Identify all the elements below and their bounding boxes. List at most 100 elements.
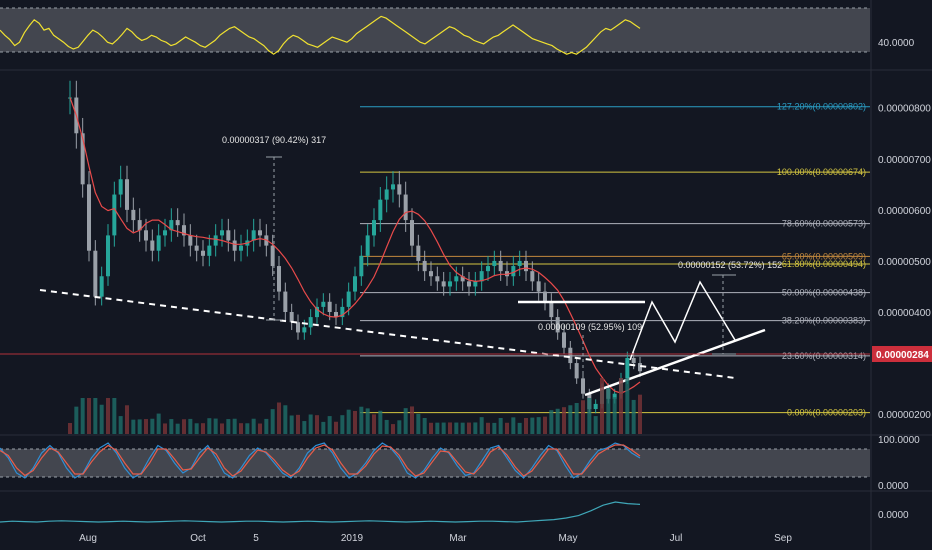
volume-bar: [302, 421, 307, 434]
candle-body: [448, 281, 452, 287]
volume-bar: [372, 414, 376, 434]
time-tick-label: Aug: [79, 533, 97, 544]
candle-body: [327, 301, 332, 312]
fib-level-label: 50.00%(0.00000438): [782, 288, 866, 298]
candle-body: [175, 220, 180, 226]
time-tick-label: Oct: [190, 533, 206, 544]
volume-bar: [505, 422, 509, 434]
time-tick-label: 2019: [341, 533, 364, 544]
last-price-badge: [872, 346, 932, 362]
volume-bar: [289, 415, 294, 434]
volume-bar: [163, 423, 167, 434]
indicator-pane: 0.0000: [0, 501, 909, 523]
volume-bar: [308, 414, 313, 434]
price-tick-label: 0.00000500: [878, 257, 931, 268]
stoch-d-line: [0, 444, 641, 477]
candle-body: [188, 235, 193, 246]
candle-body: [416, 245, 421, 261]
volume-bar: [150, 418, 155, 434]
time-tick-label: Mar: [449, 533, 467, 544]
candle-body: [467, 281, 471, 287]
time-tick-label: Sep: [774, 533, 792, 544]
volume-bar: [74, 406, 79, 434]
candle-body: [112, 194, 117, 236]
volume-bar: [454, 422, 459, 434]
volume-bar: [612, 397, 617, 434]
candle-body: [511, 266, 516, 277]
support-line[interactable]: [584, 328, 766, 397]
candle-body: [137, 220, 142, 231]
price-tick-label: 0.00000400: [878, 308, 931, 319]
candle-body: [562, 332, 566, 348]
time-tick-label: May: [559, 533, 578, 544]
candle-body: [479, 271, 484, 282]
projection-path[interactable]: [629, 280, 736, 361]
candle-body: [372, 220, 376, 236]
price-tick-label: 0.00000800: [878, 104, 931, 115]
candle-body: [163, 230, 167, 236]
volume-bar: [587, 398, 592, 434]
volume-bar: [606, 388, 611, 434]
volume-bar: [315, 415, 319, 434]
volume-bar: [568, 405, 573, 434]
candle-body: [207, 245, 212, 256]
volume-bar: [492, 422, 497, 434]
fib-level-label: 65.00%(0.00000509): [782, 251, 866, 261]
candle-body: [258, 230, 262, 236]
volume-bar: [631, 399, 636, 434]
candle-body: [441, 281, 446, 287]
candle-body: [239, 245, 243, 251]
volume-bar: [353, 410, 357, 434]
candle-body: [201, 250, 205, 256]
rsi-series-line: [0, 15, 641, 55]
candle-body: [131, 209, 136, 221]
candle-body: [359, 255, 364, 277]
descending-trendline[interactable]: [39, 289, 736, 379]
candle-body: [422, 260, 427, 272]
candle-body: [283, 291, 288, 312]
stoch-pane: 100.0000 0.0000: [0, 435, 920, 492]
candle-body: [334, 312, 338, 318]
candle-body: [365, 235, 370, 256]
volume-bar: [220, 423, 224, 434]
candle-body: [277, 266, 281, 292]
candle-body: [435, 276, 440, 282]
volume-bars: [68, 378, 642, 434]
volume-bar: [226, 419, 231, 434]
volume-bar: [106, 398, 110, 434]
time-tick-label: Jul: [670, 533, 683, 544]
candle-body: [473, 281, 478, 287]
volume-bar: [479, 417, 484, 434]
candle-body: [492, 260, 497, 267]
volume-bar: [625, 378, 630, 434]
volume-bar: [131, 419, 136, 434]
volume-bar: [68, 423, 72, 434]
volume-bar: [498, 418, 503, 434]
volume-bar: [283, 405, 288, 434]
volume-bar: [562, 407, 566, 434]
rsi-tick-label: 40.0000: [878, 38, 915, 49]
candle-body: [410, 220, 414, 246]
candle-body: [93, 250, 98, 297]
candle-body: [454, 276, 459, 282]
candle-body: [612, 393, 617, 399]
volume-bar: [245, 423, 250, 434]
volume-bar: [555, 408, 560, 434]
volume-bar: [175, 423, 180, 434]
volume-bar: [334, 421, 338, 434]
volume-bar: [441, 422, 446, 434]
fibonacci-levels: 127.20%(0.00000802) 100.00%(0.00000674) 78…: [360, 102, 870, 418]
candle-body: [574, 363, 579, 379]
candle-body: [593, 403, 598, 410]
volume-bar: [346, 409, 351, 434]
volume-bar: [258, 423, 262, 434]
volume-bar: [467, 422, 471, 434]
volume-bar: [581, 400, 585, 434]
volume-bar: [182, 419, 186, 434]
candle-body: [156, 235, 161, 251]
volume-bar: [156, 413, 161, 434]
candle-body: [353, 276, 357, 292]
indicator-line: [0, 501, 641, 523]
volume-bar: [549, 410, 554, 434]
last-price-label: 0.00000284: [876, 350, 929, 361]
